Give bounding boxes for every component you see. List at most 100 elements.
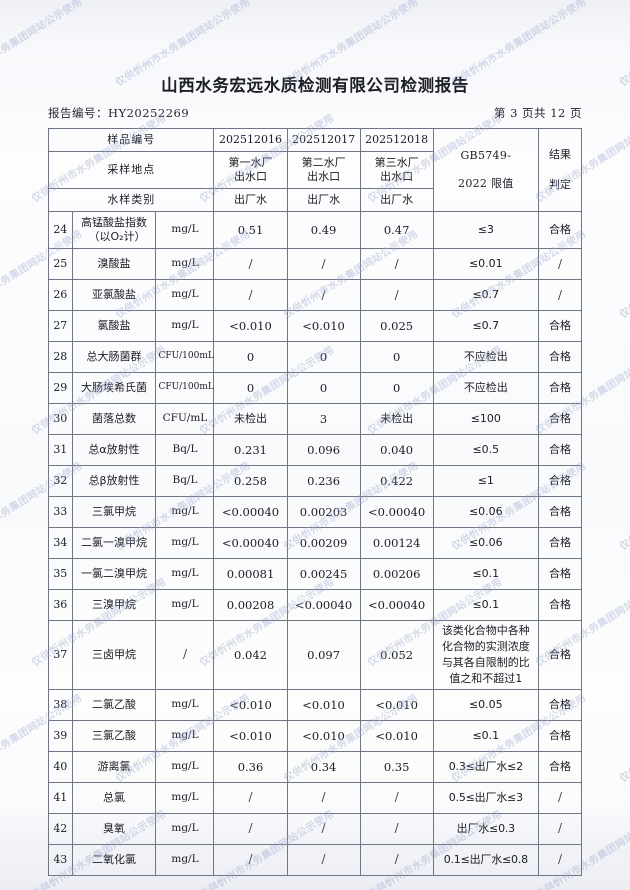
row-value-sample-2: / — [286, 812, 361, 845]
row-parameter-name: 氯酸盐 — [71, 310, 157, 342]
row-judgement: 合格 — [537, 372, 583, 404]
row-unit: mg/L — [155, 496, 215, 528]
row-index: 35 — [48, 558, 73, 590]
row-value-sample-1: / — [213, 812, 288, 845]
row-value-sample-1: 0.00208 — [213, 589, 288, 621]
row-unit: mg/L — [155, 248, 215, 280]
row-unit: CFU/100mL — [155, 341, 215, 373]
table-row: 25 溴酸盐 mg/L / / / ≤0.01/ — [48, 248, 583, 280]
table-row: 43 二氧化氯 mg/L / //0.1≤出厂水≤0.8/ — [48, 843, 583, 876]
row-index: 38 — [48, 688, 73, 721]
table-row: 36 三溴甲烷 mg/L 0.00208 <0.00040 <0.00040 ≤0.1 合格 — [48, 589, 583, 621]
header-sample-no-1: 202512016 — [213, 128, 288, 152]
row-value-sample-1: 0.258 — [213, 465, 288, 497]
row-unit: mg/L — [155, 527, 215, 559]
row-value-sample-2: 0 — [286, 372, 361, 404]
row-parameter-name: 二氯一溴甲烷 — [71, 527, 157, 559]
row-value-sample-2: 3 — [286, 403, 361, 435]
table-row: 40 游离氯 mg/L 0.36 0.34 0.35 0.3≤出厂水≤2 合格 — [48, 750, 583, 783]
row-unit: mg/L — [155, 279, 215, 311]
row-value-sample-2: / — [286, 843, 361, 876]
row-value-sample-3: 未检出 — [359, 403, 434, 435]
table-header-row-sample-no: 样品编号 202512016 202512017 202512018 GB5749- 20… — [47, 128, 583, 212]
row-index: 42 — [48, 812, 73, 845]
row-index: 28 — [48, 341, 73, 373]
row-parameter-name: 游离氯 — [71, 750, 157, 783]
row-judgement: 合格 — [537, 750, 583, 783]
row-value-sample-3: <0.00040 — [359, 589, 434, 621]
header-water-type-2: 出厂水 — [286, 188, 361, 212]
row-value-sample-1: <0.010 — [213, 688, 288, 721]
row-value-sample-3: / — [359, 279, 434, 311]
row-judgement: 合格 — [537, 527, 583, 559]
table-row: 28 总大肠菌群 CFU/100mL 0 0 0 不应检出 合格 — [48, 341, 583, 373]
row-limit-value: ≤0.1 — [432, 558, 539, 590]
row-value-sample-3: / — [359, 812, 434, 845]
row-limit-value: 该类化合物中各种化合物的实测浓度与其各自限制的比值之和不超过1 — [432, 620, 539, 690]
row-unit: CFU/mL — [155, 403, 215, 435]
table-row: 41 总氯 mg/L / //0.5≤出厂水≤3/ — [48, 781, 583, 814]
row-value-sample-3: 0.422 — [359, 465, 434, 497]
row-judgement: / — [537, 781, 583, 814]
row-limit-value: ≤0.01 — [432, 248, 539, 280]
table-row: 37 三卤甲烷/0.042 0.097 0.052 该类化合物中各种化合物的实测浓度与其… — [48, 620, 583, 690]
row-unit: mg/L — [155, 589, 215, 621]
row-judgement: 合格 — [537, 719, 583, 752]
row-value-sample-2: <0.00040 — [286, 589, 361, 621]
row-judgement: / — [537, 248, 583, 280]
row-parameter-name: 高锰酸盐指数 （以O₂计） — [71, 211, 157, 249]
header-sample-site-3: 第三水厂 出水口 — [359, 151, 434, 189]
header-sample-site-1: 第一水厂 出水口 — [213, 151, 288, 189]
header-water-type-1: 出厂水 — [213, 188, 288, 212]
row-value-sample-3: 0.47 — [359, 211, 434, 249]
row-parameter-name: 三卤甲烷 — [71, 620, 157, 690]
row-unit: CFU/100mL — [155, 372, 215, 404]
row-value-sample-1: <0.00040 — [213, 496, 288, 528]
row-value-sample-3: <0.010 — [359, 688, 434, 721]
page-title: 山西水务宏远水质检测有限公司检测报告 — [161, 76, 469, 95]
row-limit-value: 0.3≤出厂水≤2 — [432, 750, 539, 783]
table-row: 26 亚氯酸盐 mg/L / / / ≤0.7/ — [48, 279, 583, 311]
row-judgement: / — [537, 843, 583, 876]
row-value-sample-1: 未检出 — [213, 403, 288, 435]
row-index: 31 — [48, 434, 73, 466]
row-parameter-name: 大肠埃希氏菌 — [71, 372, 157, 404]
row-value-sample-1: 0.36 — [213, 750, 288, 783]
row-limit-value: ≤0.1 — [432, 589, 539, 621]
table-row: 30 菌落总数 CFU/mL 未检出 3 未检出 ≤100 合格 — [48, 403, 583, 435]
row-value-sample-3: / — [359, 781, 434, 814]
table-row: 42 臭氧 mg/L / / / 出厂水≤0.3/ — [48, 812, 583, 845]
row-limit-value: ≤0.06 — [432, 496, 539, 528]
header-result-judgement: 结果 判定 — [537, 128, 583, 212]
row-limit-value: 不应检出 — [432, 372, 539, 404]
row-parameter-name: 三氯甲烷 — [71, 496, 157, 528]
row-limit-value: ≤0.7 — [432, 310, 539, 342]
row-parameter-name: 一氯二溴甲烷 — [71, 558, 157, 590]
row-judgement: 合格 — [537, 465, 583, 497]
row-index: 27 — [48, 310, 73, 342]
row-value-sample-3: 0.052 — [359, 620, 434, 690]
row-value-sample-3: / — [359, 248, 434, 280]
row-value-sample-1: / — [213, 248, 288, 280]
row-limit-value: ≤0.05 — [432, 688, 539, 721]
row-value-sample-3: <0.010 — [359, 719, 434, 752]
row-value-sample-3: 0.00124 — [359, 527, 434, 559]
row-value-sample-1: / — [213, 279, 288, 311]
row-parameter-name: 总β放射性 — [71, 465, 157, 497]
row-parameter-name: 溴酸盐 — [71, 248, 157, 280]
row-index: 33 — [48, 496, 73, 528]
header-sample-no-2: 202512017 — [286, 128, 361, 152]
row-value-sample-1: 0 — [213, 341, 288, 373]
row-value-sample-1: 0.042 — [213, 620, 288, 690]
row-judgement: 合格 — [537, 434, 583, 466]
header-sample-no-3: 202512018 — [359, 128, 434, 152]
row-value-sample-2: / — [286, 279, 361, 311]
table-row: 27 氯酸盐 mg/L <0.010 <0.010 0.025 ≤0.7 合格 — [48, 310, 583, 342]
table-row: 33 三氯甲烷 mg/L <0.00040 0.00203 <0.00040 ≤0.06 合格 — [48, 496, 583, 528]
row-index: 26 — [48, 279, 73, 311]
row-judgement: 合格 — [537, 558, 583, 590]
row-value-sample-2: 0.00209 — [286, 527, 361, 559]
row-value-sample-2: 0 — [286, 341, 361, 373]
row-value-sample-1: / — [213, 843, 288, 876]
